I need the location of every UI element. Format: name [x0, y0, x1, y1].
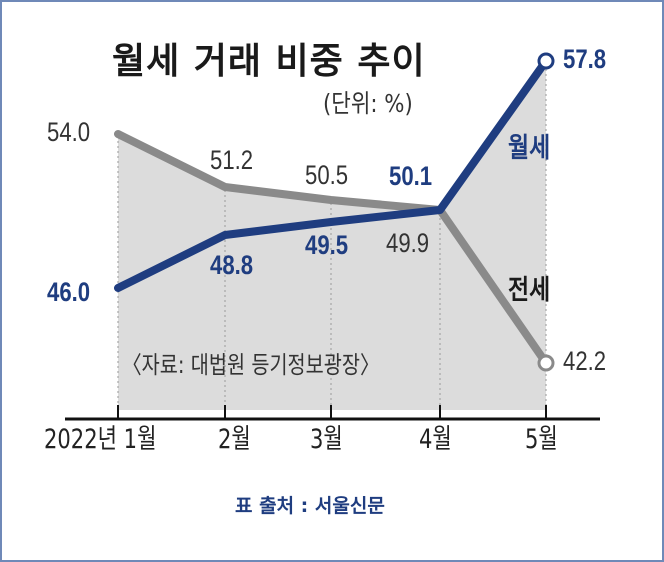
chart-credit: 표 출처 : 서울신문 — [235, 495, 385, 517]
wolse-end-marker — [537, 52, 555, 70]
jeonse-end-marker — [537, 354, 555, 372]
series-label-wolse: 월세 — [508, 133, 551, 164]
gridlines — [117, 64, 547, 410]
x-tick-5: 5월 — [525, 424, 558, 455]
jeonse-value-4: 49.9 — [386, 228, 430, 258]
wolse-value-5: 57.8 — [563, 44, 607, 74]
x-tick-1: 2022년 1월 — [44, 424, 157, 455]
unit-label: (단위: %) — [323, 89, 413, 118]
x-tick-4: 4월 — [419, 424, 452, 455]
data-source: 〈자료: 대법원 등기정보광장〉 — [122, 351, 380, 379]
chart-title: 월세 거래 비중 추이 — [112, 41, 426, 82]
wolse-value-3: 49.5 — [305, 230, 349, 260]
jeonse-value-3: 50.5 — [305, 160, 349, 190]
shaded-area — [118, 61, 546, 410]
jeonse-value-5: 42.2 — [563, 346, 607, 376]
wolse-value-2: 48.8 — [210, 250, 254, 280]
wolse-value-4: 50.1 — [389, 161, 433, 191]
x-tick-2: 2월 — [218, 424, 251, 455]
x-axis-ticks — [117, 405, 547, 419]
jeonse-value-2: 51.2 — [210, 145, 254, 175]
series-wolse-line — [114, 57, 550, 292]
jeonse-value-1: 54.0 — [47, 117, 91, 147]
x-tick-3: 3월 — [310, 424, 343, 455]
series-jeonse-line — [114, 130, 550, 367]
wolse-value-1: 46.0 — [47, 277, 91, 307]
series-label-jeonse: 전세 — [508, 275, 551, 306]
